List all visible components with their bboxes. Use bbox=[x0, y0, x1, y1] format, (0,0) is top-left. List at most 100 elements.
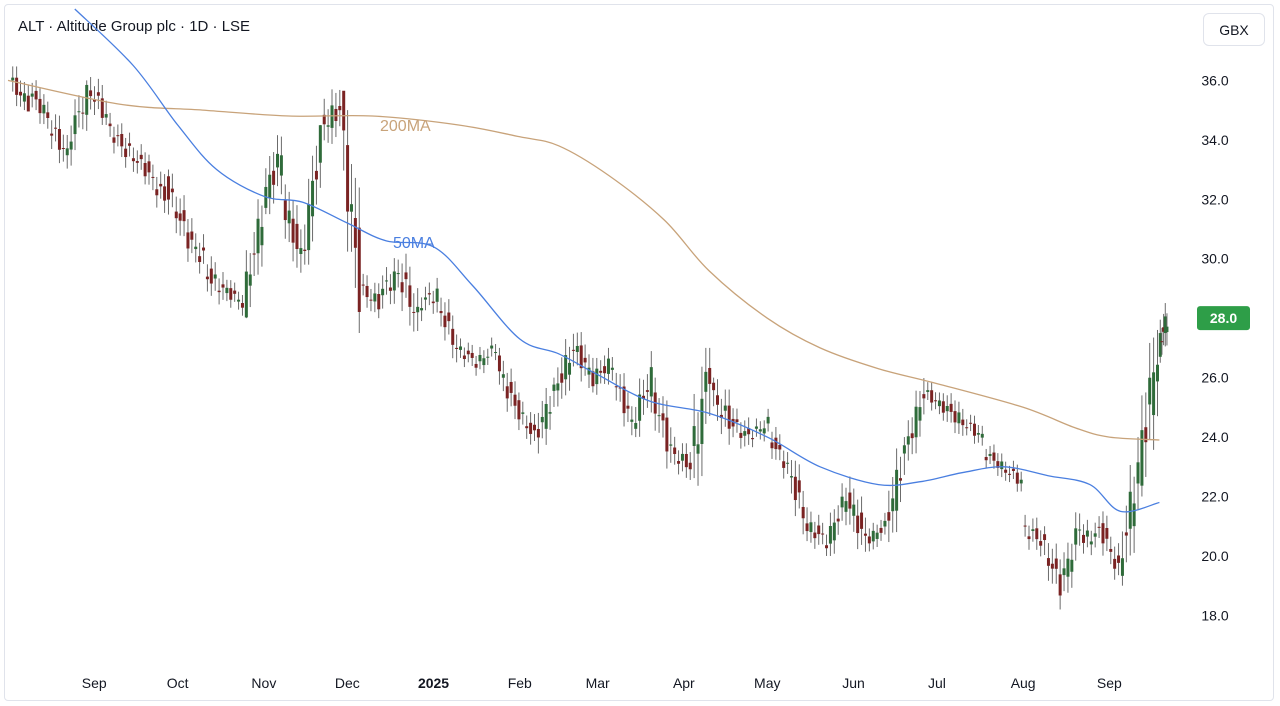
candle-body bbox=[673, 447, 677, 454]
candle-body bbox=[606, 358, 610, 374]
candle-body bbox=[163, 186, 167, 201]
candle-body bbox=[918, 407, 922, 421]
candle-body bbox=[112, 137, 116, 143]
candle-body bbox=[1144, 427, 1148, 443]
candle-body bbox=[451, 328, 455, 345]
candle-body bbox=[1035, 528, 1039, 540]
candle-body bbox=[863, 533, 867, 536]
candle-body bbox=[692, 426, 696, 446]
candle-body bbox=[1058, 574, 1062, 596]
candle-body bbox=[466, 350, 470, 355]
candle-body bbox=[260, 226, 264, 246]
candle-body bbox=[501, 374, 505, 378]
candle-body bbox=[957, 412, 961, 424]
y-tick-label: 18.0 bbox=[1201, 607, 1228, 623]
candle-body bbox=[544, 404, 548, 429]
candle-body bbox=[225, 287, 229, 294]
candle-body bbox=[747, 428, 751, 435]
candle-body bbox=[758, 429, 762, 432]
candle-body bbox=[844, 501, 848, 512]
candle-body bbox=[1109, 548, 1113, 552]
candle-body bbox=[19, 91, 23, 96]
x-tick-label: Feb bbox=[508, 675, 532, 691]
candle-body bbox=[338, 106, 342, 111]
x-tick-label: Oct bbox=[167, 675, 189, 691]
candle-body bbox=[353, 218, 357, 248]
x-tick-label: Jun bbox=[842, 675, 865, 691]
candle-body bbox=[1128, 491, 1132, 529]
candle-body bbox=[770, 442, 774, 449]
candle-body bbox=[217, 290, 221, 293]
candle-body bbox=[614, 386, 618, 388]
ma200-label: 200MA bbox=[380, 118, 431, 135]
candle-body bbox=[642, 395, 646, 399]
candle-body bbox=[852, 504, 856, 516]
candle-body bbox=[1165, 326, 1169, 333]
currency-button[interactable]: GBX bbox=[1203, 13, 1265, 46]
candle-body bbox=[945, 405, 949, 412]
x-tick-label: Apr bbox=[673, 675, 695, 691]
candle-body bbox=[388, 287, 392, 291]
ma200-line bbox=[7, 79, 1160, 441]
candle-body bbox=[552, 384, 556, 391]
candle-body bbox=[147, 161, 151, 173]
candle-body bbox=[151, 176, 155, 178]
candle-body bbox=[431, 301, 435, 304]
candle-body bbox=[1155, 364, 1159, 382]
candle-body bbox=[626, 405, 630, 409]
candle-body bbox=[404, 272, 408, 280]
candle-body bbox=[805, 523, 809, 532]
candle-body bbox=[326, 125, 330, 127]
candle-body bbox=[462, 355, 466, 360]
y-tick-label: 20.0 bbox=[1201, 548, 1228, 564]
candle-body bbox=[517, 400, 521, 420]
candle-body bbox=[221, 284, 225, 288]
candle-body bbox=[856, 515, 860, 534]
candle-body bbox=[840, 496, 844, 508]
candle-body bbox=[848, 492, 852, 509]
candle-body bbox=[361, 284, 365, 286]
candle-body bbox=[1085, 530, 1089, 537]
candle-body bbox=[680, 453, 684, 461]
candle-body bbox=[318, 125, 322, 163]
candle-body bbox=[521, 412, 525, 414]
candle-body bbox=[283, 200, 287, 221]
candle-body bbox=[817, 525, 821, 535]
candle-body bbox=[1162, 327, 1166, 332]
candle-body bbox=[1120, 558, 1124, 576]
candle-body bbox=[879, 527, 883, 533]
candle-body bbox=[860, 512, 864, 529]
candle-body bbox=[603, 366, 607, 374]
candle-body bbox=[85, 84, 89, 115]
candle-body bbox=[276, 153, 280, 168]
candle-body bbox=[50, 133, 54, 136]
candle-body bbox=[677, 461, 681, 464]
candle-body bbox=[439, 311, 443, 314]
y-tick-label: 32.0 bbox=[1201, 191, 1228, 207]
candle-body bbox=[190, 231, 194, 240]
candle-body bbox=[988, 453, 992, 456]
candle-body bbox=[81, 112, 85, 114]
candle-body bbox=[883, 520, 887, 527]
candle-body bbox=[1105, 528, 1109, 539]
candle-body bbox=[638, 394, 642, 421]
candle-body bbox=[789, 476, 793, 478]
candle-body bbox=[645, 390, 649, 392]
candle-body bbox=[801, 506, 805, 519]
candle-body bbox=[377, 294, 381, 310]
candle-body bbox=[649, 367, 653, 397]
candle-body bbox=[186, 232, 190, 249]
candle-body bbox=[229, 288, 233, 300]
candle-body bbox=[182, 210, 186, 222]
candle-body bbox=[618, 387, 622, 389]
candle-body bbox=[719, 414, 723, 419]
candle-body bbox=[1050, 563, 1054, 569]
candle-body bbox=[661, 413, 665, 421]
candle-body bbox=[571, 349, 575, 351]
y-tick-label: 34.0 bbox=[1201, 132, 1228, 148]
candle-body bbox=[657, 415, 661, 417]
candle-body bbox=[416, 306, 420, 313]
candle-body bbox=[1019, 479, 1023, 484]
candle-body bbox=[914, 406, 918, 438]
